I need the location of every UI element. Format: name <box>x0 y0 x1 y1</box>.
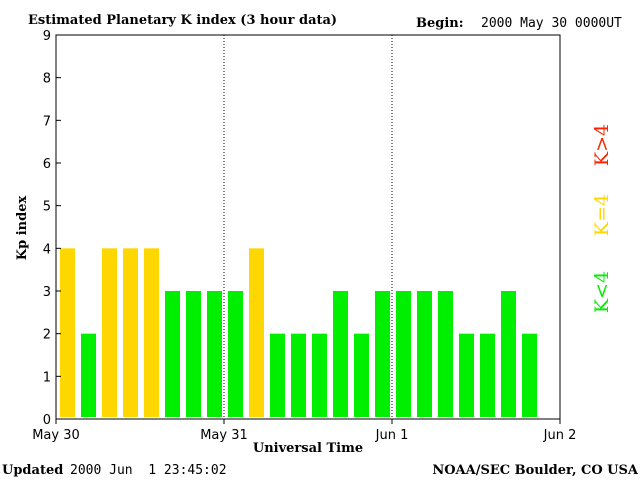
kp-bar <box>165 291 180 417</box>
x-tick-label: May 31 <box>200 428 248 443</box>
y-tick-label: 6 <box>43 157 51 172</box>
kp-bar <box>312 333 327 417</box>
y-tick-label: 7 <box>43 114 51 129</box>
source-credit: NOAA/SEC Boulder, CO USA <box>432 463 639 478</box>
kp-bar <box>501 291 516 417</box>
y-tick-label: 2 <box>43 328 51 343</box>
y-tick-label: 1 <box>43 370 51 385</box>
x-tick-label: Jun 1 <box>375 428 409 443</box>
bar-series <box>60 248 537 417</box>
kp-bar <box>102 248 117 417</box>
kp-bar <box>81 333 96 417</box>
kp-bar <box>60 248 75 417</box>
kp-bar <box>354 333 369 417</box>
y-tick-label: 4 <box>43 242 51 257</box>
x-tick-label: May 30 <box>32 428 80 443</box>
legend-entry-above-4: K>4 <box>591 124 613 166</box>
kp-bar <box>459 333 474 417</box>
updated-label: Updated <box>2 463 63 478</box>
chart-title: Estimated Planetary K index (3 hour data… <box>28 13 337 28</box>
kp-bar <box>228 291 243 417</box>
kp-bar <box>480 333 495 417</box>
kp-bar <box>144 248 159 417</box>
kp-bar <box>207 291 222 417</box>
kp-bar <box>291 333 306 417</box>
kp-bar <box>123 248 138 417</box>
x-axis-ticks: May 30 May 31 Jun 1 Jun 2 <box>32 419 576 443</box>
kp-bar <box>270 333 285 417</box>
kp-bar <box>522 333 537 417</box>
y-axis-ticks: 0 1 2 3 4 5 6 7 8 9 <box>43 29 61 428</box>
y-tick-label: 9 <box>43 29 51 44</box>
x-tick-label: Jun 2 <box>543 428 577 443</box>
y-axis-label: Kp index <box>15 196 30 261</box>
legend: K>4 K=4 K<4 <box>591 124 613 313</box>
legend-entry-below-4: K<4 <box>591 271 613 313</box>
x-axis-label: Universal Time <box>253 441 363 456</box>
kp-bar <box>186 291 201 417</box>
y-tick-label: 5 <box>43 200 51 215</box>
plot-frame <box>55 34 561 420</box>
begin-value: 2000 May 30 0000UT <box>481 16 622 31</box>
y-tick-label: 0 <box>43 413 51 428</box>
y-tick-label: 3 <box>43 285 51 300</box>
kp-bar <box>417 291 432 417</box>
begin-label: Begin: <box>416 16 464 31</box>
kp-bar <box>438 291 453 417</box>
day-divider-lines <box>223 35 393 419</box>
updated-value: 2000 Jun 1 23:45:02 <box>70 463 227 478</box>
kp-bar <box>375 291 390 417</box>
y-tick-label: 8 <box>43 72 51 87</box>
kp-bar <box>333 291 348 417</box>
legend-entry-equal-4: K=4 <box>591 194 613 236</box>
kp-bar <box>249 248 264 417</box>
kp-bar <box>396 291 411 417</box>
